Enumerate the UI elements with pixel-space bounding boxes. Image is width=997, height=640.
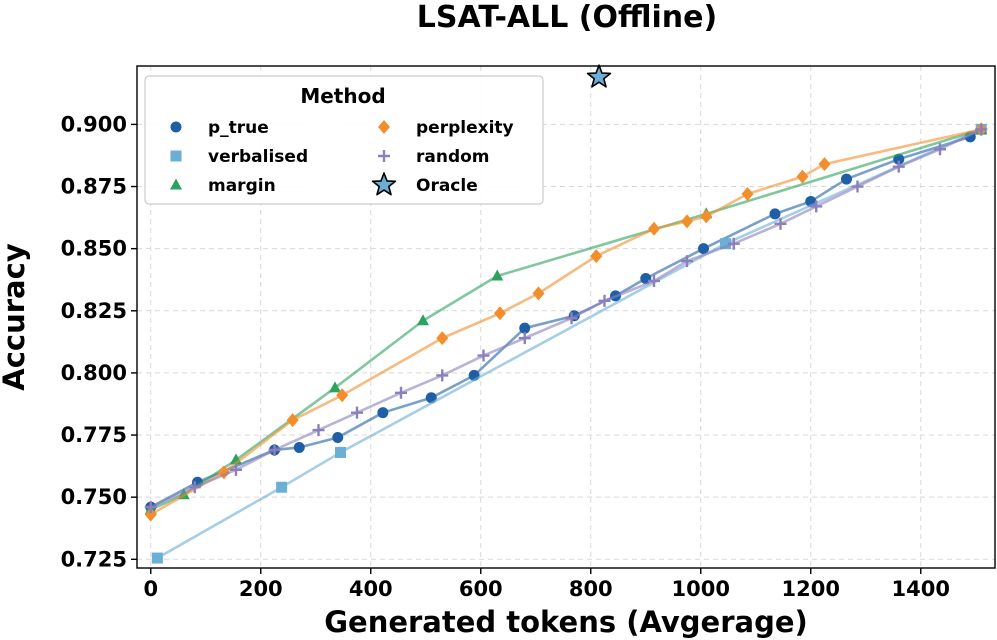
legend-label-verbalised: verbalised bbox=[208, 147, 308, 167]
data-point-verbalised bbox=[151, 552, 163, 564]
legend-marker-perplexity bbox=[378, 120, 390, 134]
data-point-random bbox=[648, 274, 660, 287]
data-point-random bbox=[188, 481, 201, 494]
legend: Method p_true verbalised margin perplexity r… bbox=[144, 75, 544, 205]
data-point-perplexity bbox=[700, 209, 713, 224]
data-point-random bbox=[598, 294, 611, 307]
data-point-random bbox=[230, 463, 242, 476]
data-point-random bbox=[681, 255, 693, 268]
legend-marker-verbalised bbox=[170, 150, 182, 162]
legend-label-oracle: Oracle bbox=[416, 176, 478, 196]
data-point-perplexity bbox=[532, 286, 545, 301]
data-point-verbalised bbox=[720, 238, 731, 250]
y-tick-label: 0.750 bbox=[61, 485, 127, 509]
legend-title: Method bbox=[300, 84, 385, 108]
x-tick-label: 200 bbox=[239, 577, 283, 601]
legend-item-verbalised: verbalised bbox=[170, 147, 308, 167]
y-tick-label: 0.800 bbox=[61, 361, 127, 385]
data-point-perplexity bbox=[818, 157, 831, 172]
x-tick-label: 1000 bbox=[672, 577, 730, 601]
y-axis-label: Accuracy bbox=[0, 243, 31, 391]
data-point-p-true bbox=[519, 322, 531, 334]
data-point-p-true bbox=[698, 243, 709, 255]
legend-marker-random bbox=[378, 150, 390, 162]
data-point-perplexity bbox=[681, 214, 693, 229]
data-point-random bbox=[351, 406, 363, 419]
data-point-random bbox=[727, 237, 740, 250]
data-point-margin bbox=[417, 314, 429, 326]
data-point-p-true bbox=[841, 173, 852, 185]
x-tick-label: 0 bbox=[143, 577, 158, 601]
legend-marker-p-true bbox=[170, 121, 182, 133]
y-tick-label: 0.725 bbox=[61, 547, 127, 571]
data-point-random bbox=[810, 200, 823, 213]
y-tick-label: 0.850 bbox=[61, 237, 127, 261]
data-point-random bbox=[934, 143, 946, 156]
data-point-perplexity bbox=[336, 388, 349, 403]
data-point-verbalised bbox=[335, 446, 346, 458]
y-axis: 0.725 0.750 0.775 0.800 0.825 0.850 0.875 0.900 bbox=[61, 112, 137, 571]
data-point-p-true bbox=[377, 407, 389, 419]
series-random bbox=[144, 123, 988, 514]
legend-marker-oracle bbox=[371, 172, 397, 196]
legend-item-oracle: Oracle bbox=[371, 172, 478, 196]
legend-label-margin: margin bbox=[208, 176, 276, 196]
data-point-perplexity bbox=[590, 249, 603, 264]
x-axis-label: Generated tokens (Avgerage) bbox=[324, 605, 808, 639]
legend-marker-margin bbox=[170, 178, 182, 190]
data-point-perplexity bbox=[796, 169, 809, 184]
data-point-p-true bbox=[769, 208, 781, 220]
chart-title: LSAT-ALL (Offline) bbox=[417, 0, 717, 35]
legend-item-perplexity: perplexity bbox=[378, 118, 514, 138]
x-tick-label: 1200 bbox=[782, 577, 840, 601]
legend-frame bbox=[144, 75, 544, 205]
series-oracle bbox=[586, 64, 612, 88]
data-point-random bbox=[395, 386, 407, 399]
data-point-perplexity bbox=[286, 413, 299, 428]
x-tick-label: 800 bbox=[569, 577, 613, 601]
data-point-random bbox=[144, 501, 157, 514]
legend-label-random: random bbox=[416, 147, 490, 167]
legend-label-p-true: p_true bbox=[208, 118, 269, 138]
data-point-random bbox=[268, 443, 281, 456]
data-point-random bbox=[851, 180, 864, 193]
data-point-perplexity bbox=[741, 186, 754, 201]
data-point-random bbox=[477, 349, 490, 362]
y-tick-label: 0.900 bbox=[61, 112, 127, 136]
y-tick-label: 0.875 bbox=[61, 175, 127, 199]
legend-item-random: random bbox=[378, 147, 490, 167]
data-point-perplexity bbox=[648, 221, 660, 236]
data-point-perplexity bbox=[144, 507, 157, 522]
x-tick-label: 400 bbox=[349, 577, 393, 601]
data-point-margin bbox=[491, 269, 504, 281]
data-point-margin bbox=[329, 381, 341, 393]
y-tick-label: 0.825 bbox=[61, 299, 127, 323]
x-tick-label: 600 bbox=[459, 577, 503, 601]
data-point-random bbox=[774, 217, 787, 230]
data-point-p-true bbox=[293, 441, 305, 453]
data-point-random bbox=[518, 332, 531, 345]
data-point-verbalised bbox=[276, 481, 288, 493]
data-point-random bbox=[565, 312, 578, 325]
data-point-random bbox=[312, 424, 325, 437]
x-tick-label: 1400 bbox=[892, 577, 950, 601]
data-point-oracle bbox=[586, 64, 612, 88]
data-point-perplexity bbox=[436, 331, 449, 346]
y-tick-label: 0.775 bbox=[61, 423, 127, 447]
series-perplexity bbox=[144, 122, 988, 522]
data-point-random bbox=[436, 369, 449, 382]
x-axis: 0 200 400 600 800 1000 1200 1400 bbox=[143, 568, 950, 601]
data-point-random bbox=[975, 123, 988, 136]
data-point-random bbox=[892, 160, 905, 173]
legend-item-p-true: p_true bbox=[170, 118, 269, 138]
data-point-perplexity bbox=[494, 306, 506, 321]
legend-item-margin: margin bbox=[170, 176, 276, 196]
data-point-p-true bbox=[332, 432, 344, 444]
plot-frame bbox=[136, 65, 996, 569]
series-layer bbox=[144, 64, 988, 564]
legend-label-perplexity: perplexity bbox=[416, 118, 514, 138]
